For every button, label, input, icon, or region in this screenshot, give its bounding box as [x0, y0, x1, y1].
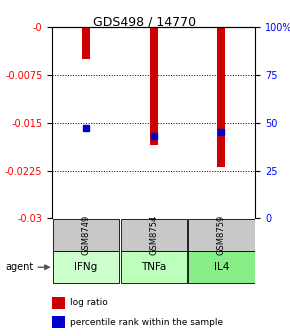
Text: GDS498 / 14770: GDS498 / 14770 [93, 15, 197, 28]
Text: GSM8749: GSM8749 [81, 215, 90, 255]
Bar [82, 27, 90, 59]
Text: GSM8754: GSM8754 [149, 215, 158, 255]
Text: TNFa: TNFa [141, 262, 166, 272]
Bar [217, 27, 225, 167]
Bar [53, 251, 119, 283]
Bar [188, 219, 255, 251]
Bar [52, 316, 65, 328]
Text: agent: agent [5, 262, 33, 272]
Text: log ratio: log ratio [70, 298, 107, 307]
Bar [150, 27, 158, 145]
Bar [52, 297, 65, 308]
Text: IL4: IL4 [214, 262, 229, 272]
Bar [121, 219, 187, 251]
Text: GSM8759: GSM8759 [217, 215, 226, 255]
Bar [53, 219, 119, 251]
Bar [121, 251, 187, 283]
Text: IFNg: IFNg [75, 262, 98, 272]
Text: percentile rank within the sample: percentile rank within the sample [70, 318, 223, 327]
Bar [188, 251, 255, 283]
